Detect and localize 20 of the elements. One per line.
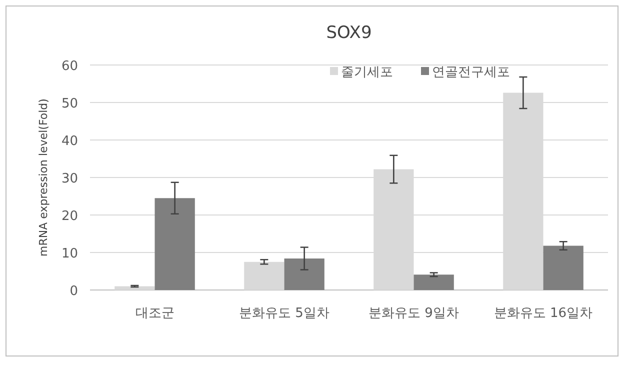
- y-tick-label: 60: [61, 59, 78, 74]
- x-tick-label: 대조군: [135, 306, 174, 321]
- y-tick-label: 20: [61, 209, 78, 224]
- legend-label: 줄기세포: [341, 65, 393, 80]
- legend-label: 연골전구세포: [432, 65, 510, 80]
- x-tick-label: 분화유도 5일차: [239, 306, 330, 321]
- bar: [244, 262, 284, 290]
- y-axis-title: mRNA expression level(Fold): [37, 98, 50, 256]
- y-tick-label: 40: [61, 134, 78, 149]
- bar: [154, 198, 195, 290]
- bar: [284, 258, 324, 290]
- chart-title: SOX9: [326, 23, 372, 43]
- y-tick-label: 50: [61, 96, 78, 112]
- bar: [414, 274, 454, 290]
- y-tick-label: 0: [70, 284, 78, 299]
- y-tick-label: 10: [61, 246, 78, 262]
- x-tick-label: 분화유도 9일차: [368, 306, 459, 321]
- bar: [543, 246, 584, 290]
- y-tick-label: 30: [61, 172, 78, 186]
- x-tick-label: 분화유도 16일차: [494, 306, 593, 321]
